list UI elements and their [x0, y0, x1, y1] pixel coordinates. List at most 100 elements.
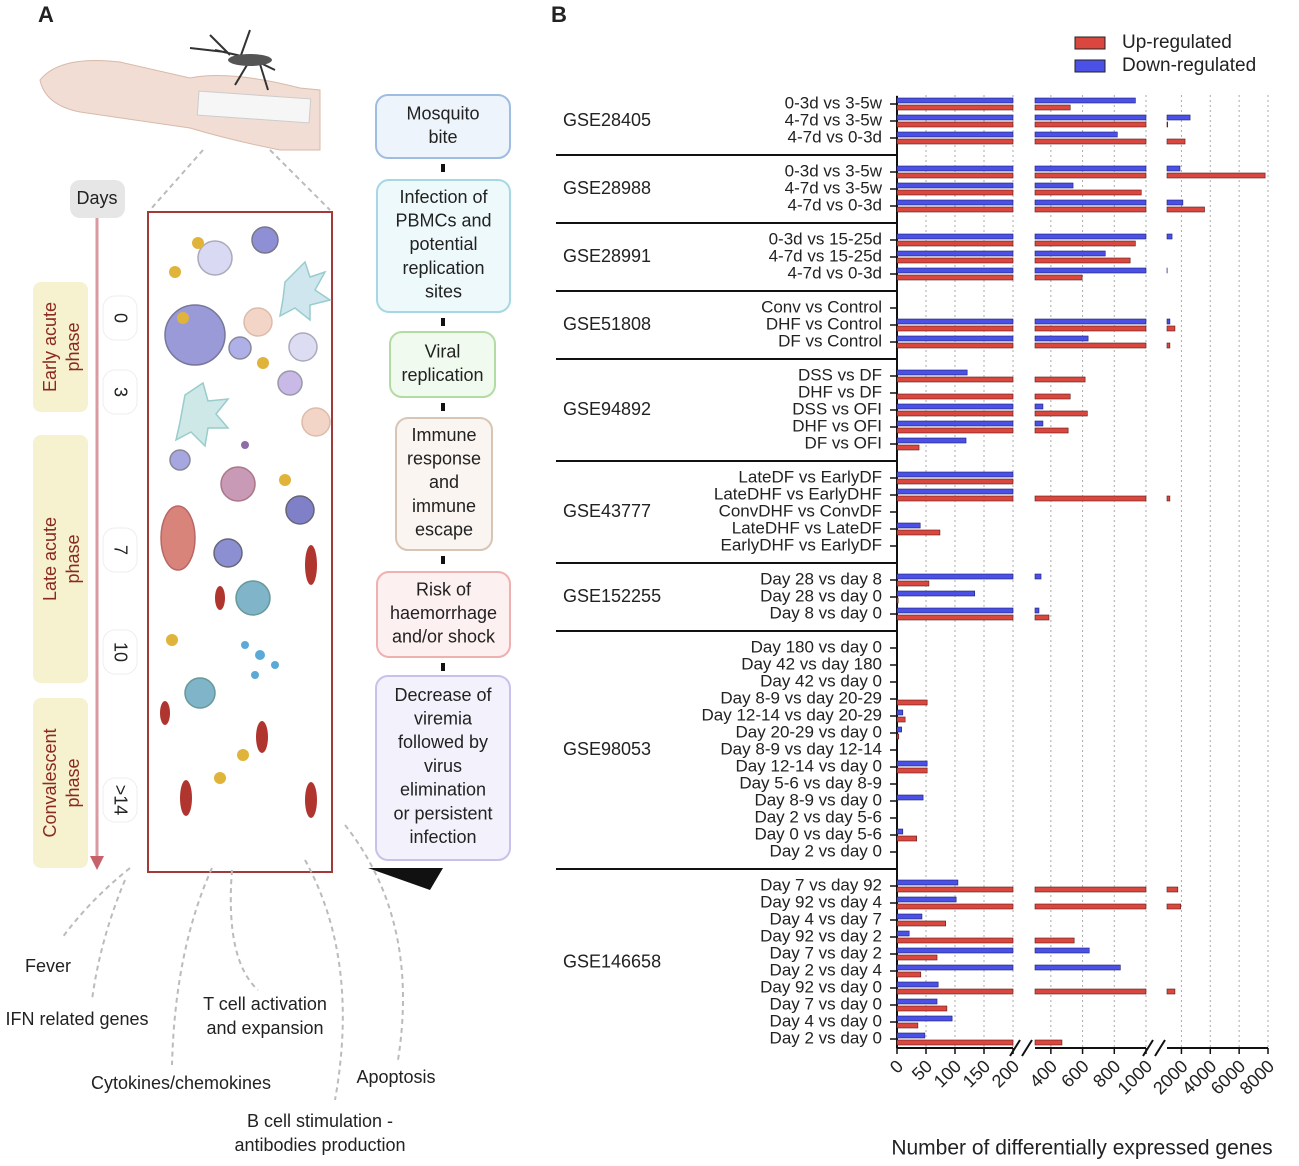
- bar-part: [896, 597, 899, 604]
- y-tick-label: Day 4 vs day 7: [770, 909, 882, 928]
- phase-box: [33, 698, 88, 868]
- bar: [896, 580, 930, 587]
- bar-part: [896, 580, 930, 587]
- bar: [896, 138, 1186, 145]
- bar-part: [896, 121, 1014, 128]
- bar: [896, 896, 957, 903]
- y-tick-label: DF vs Control: [778, 331, 882, 350]
- bar-part: [896, 376, 1014, 383]
- y-tick-label: DHF vs Control: [766, 314, 882, 333]
- phase-label: phase: [63, 534, 83, 583]
- bar-part: [1034, 964, 1121, 971]
- bar: [896, 274, 1083, 281]
- legend-swatch: [1074, 59, 1106, 73]
- bar-part: [896, 478, 1014, 485]
- y-tick-label: Day 7 vs day 0: [770, 994, 882, 1013]
- y-tick-label: Day 7 vs day 2: [770, 943, 882, 962]
- bar: [896, 1032, 926, 1039]
- bar-part: [1034, 376, 1086, 383]
- step-text: and/or shock: [392, 627, 496, 647]
- bar: [896, 471, 1014, 478]
- bar-part: [1034, 233, 1147, 240]
- axis-break: [1154, 1039, 1166, 1057]
- y-tick-label: Day 2 vs day 5-6: [754, 807, 882, 826]
- bar-part: [1034, 614, 1050, 621]
- bar: [896, 427, 1069, 434]
- bar: [896, 879, 959, 886]
- day-marker: [102, 527, 138, 573]
- bar: [896, 913, 923, 920]
- bar: [896, 930, 910, 937]
- bar-part: [1166, 318, 1171, 325]
- bar: [896, 767, 928, 774]
- bar: [896, 981, 939, 988]
- y-tick-label: Day 5-6 vs day 8-9: [739, 773, 882, 792]
- step-text: haemorrhage: [390, 603, 497, 623]
- y-tick-label: Day 12-14 vs day 0: [736, 756, 882, 775]
- bar: [896, 733, 900, 740]
- bar-part: [1166, 199, 1184, 206]
- legend-label: Down-regulated: [1122, 55, 1256, 76]
- bar-part: [1034, 267, 1147, 274]
- phase-label: phase: [63, 758, 83, 807]
- bar: [896, 573, 1042, 580]
- bar: [896, 709, 904, 716]
- bar: [896, 131, 1118, 138]
- bar-part: [896, 964, 1014, 971]
- y-tick-label: Day 12-14 vs day 20-29: [702, 705, 883, 724]
- bar-part: [1034, 104, 1071, 111]
- bar-part: [896, 760, 928, 767]
- y-tick-label: Day 0 vs day 5-6: [754, 824, 882, 843]
- y-tick-label: 4-7d vs 0-3d: [788, 195, 883, 214]
- y-tick-label: LateDF vs EarlyDF: [738, 467, 882, 486]
- bar-part: [896, 709, 904, 716]
- bar: [896, 114, 1191, 121]
- y-tick-label: 4-7d vs 0-3d: [788, 127, 883, 146]
- bar-part: [896, 172, 1014, 179]
- bar: [896, 403, 1044, 410]
- y-tick-label: 4-7d vs 0-3d: [788, 263, 883, 282]
- bar-part: [1034, 114, 1147, 121]
- bar-part: [896, 274, 1014, 281]
- bar-part: [1166, 138, 1186, 145]
- group-label: GSE146658: [563, 951, 661, 971]
- bar-part: [1034, 121, 1147, 128]
- bar-part: [896, 393, 1014, 400]
- bar-part: [896, 981, 939, 988]
- y-tick-label: DSS vs DF: [798, 365, 882, 384]
- y-tick-label: DF vs OFI: [805, 433, 882, 452]
- bar: [896, 590, 976, 597]
- y-tick-label: 0-3d vs 3-5w: [785, 93, 883, 112]
- bar: [896, 206, 1205, 213]
- bar: [896, 257, 1131, 264]
- days-label: Days: [76, 188, 117, 208]
- bar-part: [896, 420, 1014, 427]
- bar-part: [896, 614, 1014, 621]
- effect-label: T cell activation: [203, 994, 327, 1014]
- bar-part: [896, 1022, 919, 1029]
- y-tick-label: 4-7d vs 3-5w: [785, 110, 883, 129]
- y-tick-label: Day 7 vs day 92: [760, 875, 882, 894]
- bar-part: [896, 104, 1014, 111]
- bar-part: [1034, 403, 1044, 410]
- bar: [896, 189, 1142, 196]
- bar: [896, 318, 1171, 325]
- bar-part: [1166, 206, 1205, 213]
- bar: [896, 267, 1168, 274]
- bar-part: [1034, 420, 1044, 427]
- phase-label: Convalescent: [40, 728, 60, 837]
- bar: [896, 699, 928, 706]
- phase-box: [33, 282, 88, 412]
- bar-part: [1034, 97, 1136, 104]
- group-label: GSE28991: [563, 246, 651, 266]
- step-box: [395, 417, 493, 551]
- bar-part: [896, 189, 1014, 196]
- group-label: GSE28405: [563, 110, 651, 130]
- bar-part: [1166, 988, 1176, 995]
- bar-part: [896, 427, 1014, 434]
- x-tick-label: 1000: [1114, 1056, 1156, 1098]
- x-tick-label: 150: [959, 1056, 994, 1091]
- step-box: [375, 94, 511, 159]
- bar-part: [1034, 886, 1147, 893]
